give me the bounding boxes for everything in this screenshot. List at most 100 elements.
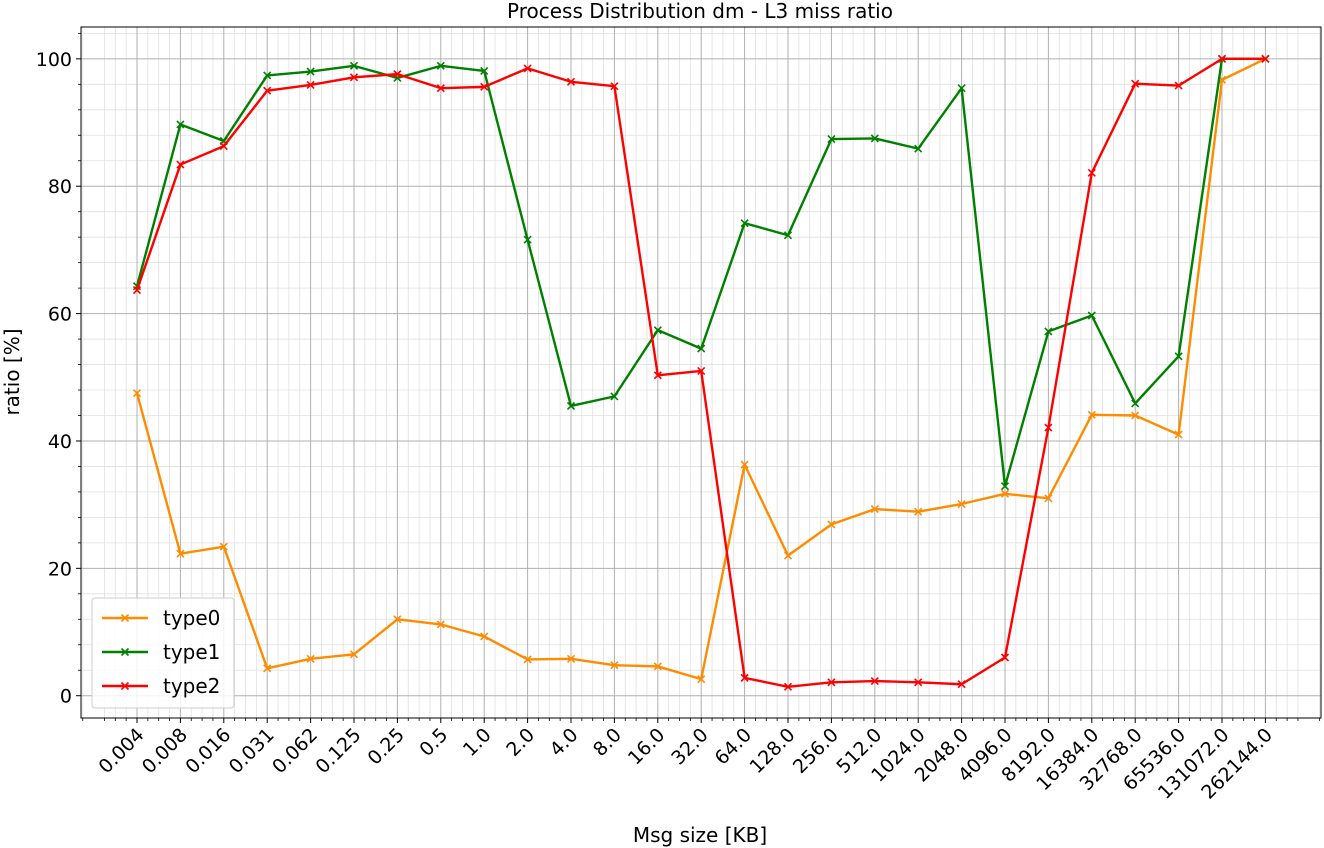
data-point-type1 (740, 219, 749, 228)
data-point-type2 (263, 86, 272, 95)
data-point-type0 (1044, 494, 1053, 503)
data-point-type1 (263, 71, 272, 80)
data-point-type1 (914, 144, 923, 153)
data-point-type0 (132, 389, 142, 398)
series-group (132, 54, 1270, 691)
data-point-type1 (1174, 352, 1183, 361)
data-point-type0 (1174, 430, 1183, 439)
legend-marker-type0 (120, 613, 130, 623)
data-point-type0 (176, 549, 185, 558)
data-point-type2 (653, 371, 662, 380)
data-point-type1 (870, 134, 879, 143)
data-point-type1 (566, 401, 576, 411)
data-point-type2 (783, 682, 793, 691)
data-point-type0 (306, 654, 315, 663)
legend-label-type2: type2 (163, 674, 220, 698)
data-point-type0 (783, 551, 793, 560)
x-tick-label: 0.004 (95, 724, 149, 778)
legend-marker-type1 (120, 647, 130, 657)
x-tick-label: 256.0 (789, 724, 843, 778)
data-point-type1 (957, 84, 966, 93)
data-point-type2 (132, 285, 142, 295)
data-point-type1 (1000, 482, 1010, 491)
data-point-type2 (1044, 423, 1053, 432)
data-point-type1 (176, 120, 185, 129)
y-tick-label: 0 (60, 686, 72, 708)
data-point-type0 (653, 662, 662, 671)
legend-label-type0: type0 (163, 606, 220, 630)
data-point-type2 (1174, 81, 1183, 90)
data-point-type2 (306, 80, 315, 90)
data-point-type1 (1087, 311, 1096, 320)
x-tick-label: 2.0 (502, 724, 539, 761)
data-point-type2 (827, 678, 836, 687)
major-grid (81, 27, 1321, 718)
data-point-type2 (957, 680, 966, 689)
x-axis-label: Msg size [KB] (633, 823, 767, 847)
y-tick-label: 20 (48, 558, 72, 580)
data-point-type2 (176, 160, 185, 169)
data-point-type2 (480, 82, 489, 91)
data-point-type0 (827, 520, 836, 529)
x-tick-label: 1.0 (459, 724, 496, 761)
data-point-type1 (349, 61, 359, 70)
x-tick-label: 4.0 (546, 724, 583, 761)
data-point-type2 (349, 73, 359, 82)
data-point-type0 (914, 507, 923, 516)
data-point-type0 (263, 664, 272, 673)
legend-box (91, 597, 235, 709)
data-point-type0 (566, 654, 576, 663)
data-point-type1 (610, 392, 619, 401)
data-point-type1 (1044, 327, 1053, 336)
legend: type0 type1 type2 (91, 597, 235, 709)
legend-label-type1: type1 (163, 640, 220, 664)
y-tick-label: 100 (36, 49, 72, 71)
legend-marker-type2 (120, 681, 130, 691)
data-point-type2 (1000, 653, 1010, 662)
data-point-type2 (914, 678, 923, 687)
data-point-type2 (566, 77, 576, 86)
data-point-type1 (306, 67, 315, 76)
data-point-type0 (393, 615, 402, 624)
data-point-type2 (610, 82, 619, 91)
data-point-type1 (523, 235, 532, 244)
data-point-type1 (827, 135, 836, 144)
x-tick-label: 8.0 (589, 724, 626, 761)
data-point-type0 (610, 661, 619, 670)
data-point-type2 (219, 142, 228, 151)
data-point-type1 (697, 344, 706, 353)
data-point-type0 (349, 650, 359, 659)
data-point-type1 (480, 66, 489, 76)
data-point-type2 (523, 64, 532, 73)
data-point-type0 (957, 499, 966, 509)
data-point-type0 (436, 620, 445, 629)
data-point-type2 (1261, 54, 1270, 63)
y-tick-label: 80 (48, 176, 72, 198)
data-point-type0 (697, 675, 706, 684)
data-point-type1 (436, 61, 445, 70)
x-tick-label: 0.031 (225, 724, 279, 778)
chart-title: Process Distribution dm - L3 miss ratio (507, 0, 893, 23)
x-tick-label: 0.125 (312, 724, 366, 778)
data-point-type2 (740, 673, 749, 682)
y-axis: 0 20 40 60 80 100 (36, 32, 81, 708)
data-point-type2 (697, 366, 706, 375)
data-point-type1 (1131, 399, 1140, 408)
data-point-type2 (1087, 168, 1096, 177)
data-point-type2 (1131, 79, 1140, 88)
data-point-type2 (870, 676, 879, 686)
x-tick-label: 0.25 (363, 724, 408, 769)
data-point-type0 (740, 460, 749, 469)
minor-grid (81, 27, 1321, 718)
x-tick-label: 32.0 (667, 724, 712, 769)
data-point-type0 (1131, 411, 1140, 420)
x-tick-label: 16.0 (624, 724, 669, 769)
data-point-type0 (1087, 410, 1096, 419)
data-point-type2 (1217, 54, 1227, 63)
data-point-type0 (480, 632, 489, 641)
y-axis-label: ratio [%] (0, 328, 24, 415)
y-tick-label: 40 (48, 431, 72, 453)
data-point-type0 (219, 542, 228, 551)
